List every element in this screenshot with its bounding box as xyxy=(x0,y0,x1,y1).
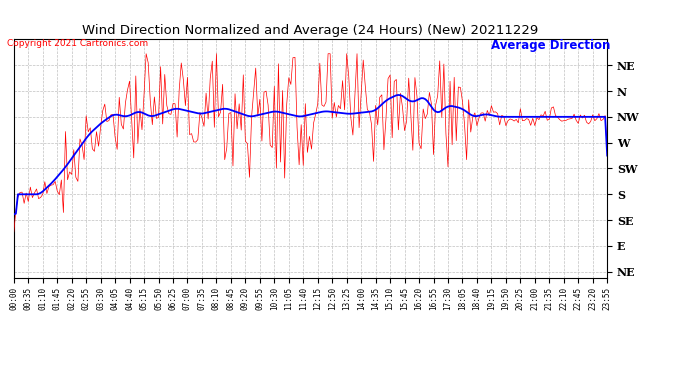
Title: Wind Direction Normalized and Average (24 Hours) (New) 20211229: Wind Direction Normalized and Average (2… xyxy=(82,24,539,37)
Text: Copyright 2021 Cartronics.com: Copyright 2021 Cartronics.com xyxy=(7,39,148,48)
Text: Average Direction: Average Direction xyxy=(491,39,611,53)
